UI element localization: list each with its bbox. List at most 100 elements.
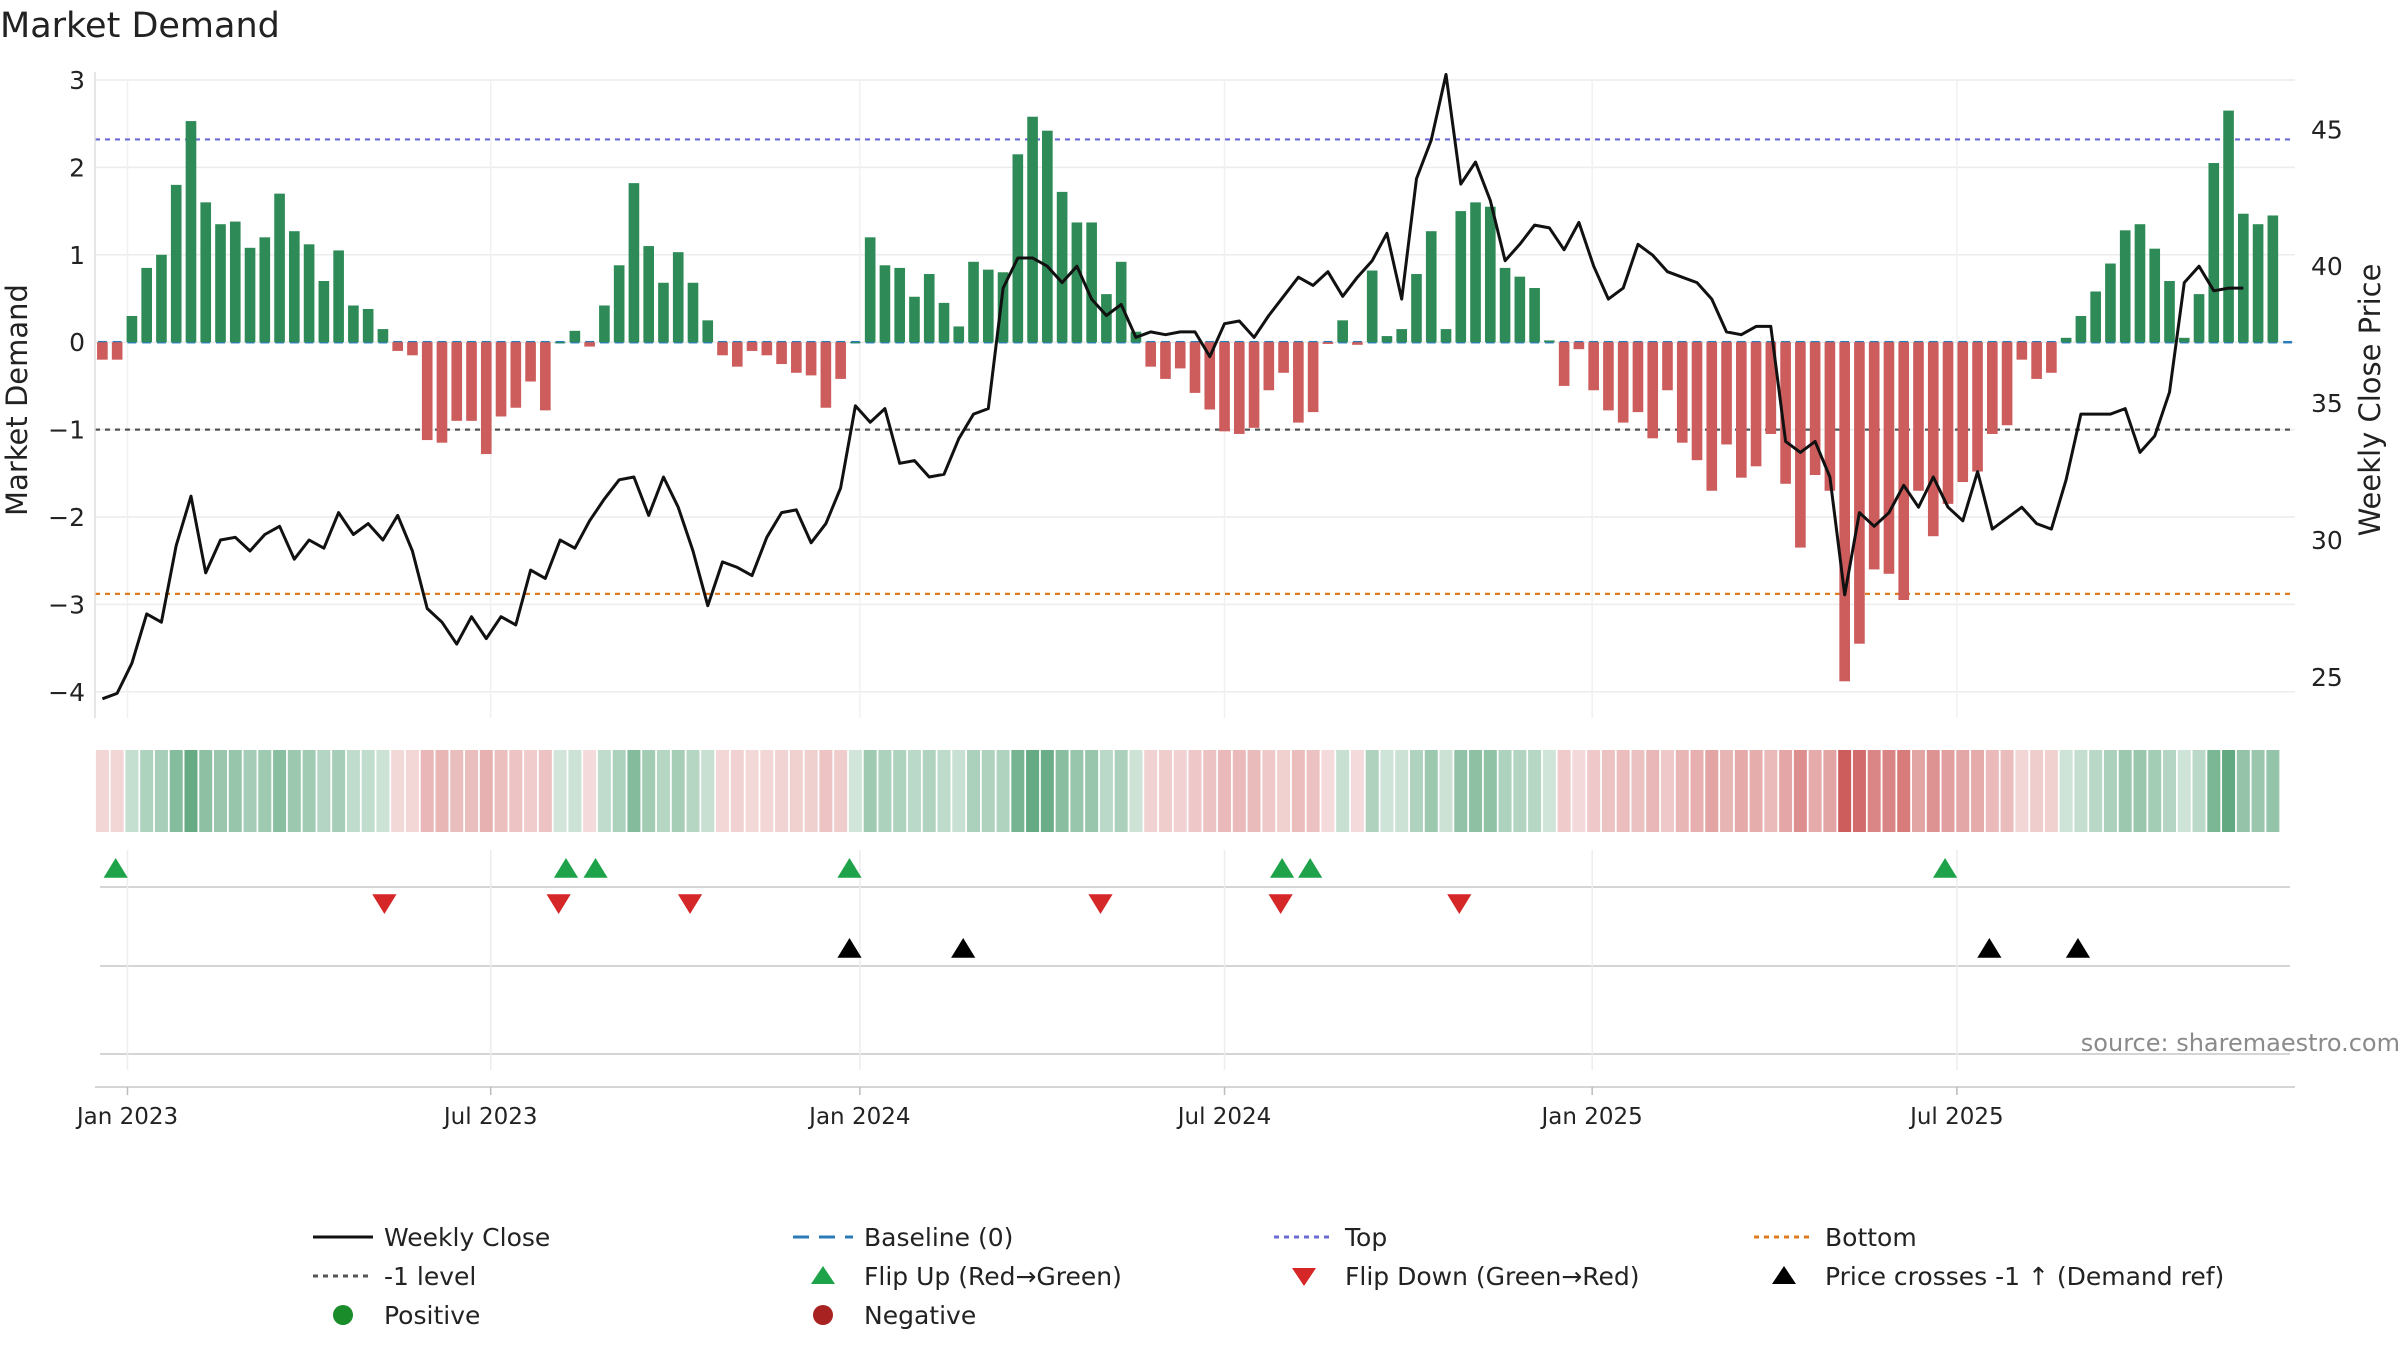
demand-bar [407,342,418,356]
heat-cell [1483,750,1497,832]
demand-bar [1160,342,1171,379]
heat-cell [1823,750,1837,832]
heat-cell [420,750,434,832]
heat-cell [745,750,759,832]
demand-bar [1558,342,1570,386]
heat-cell [1616,750,1630,832]
heat-cell [1793,750,1807,832]
heat-cell [361,750,375,832]
heat-cell [1306,750,1320,832]
demand-bar [525,342,536,382]
heat-cell [1203,750,1217,832]
x-tick-label: Jul 2024 [1176,1104,1272,1130]
demand-bar [1307,342,1319,413]
heat-cell [893,750,907,832]
demand-bar [200,202,212,343]
right-tick-label: 25 [2311,663,2343,692]
demand-bar [1366,270,1378,343]
demand-bar [2223,110,2234,343]
demand-bar [894,267,906,343]
heat-cell [125,750,139,832]
heat-cell [332,750,346,832]
demand-bar [746,342,758,351]
demand-bar [1809,342,1821,476]
demand-bar [2119,230,2131,343]
heat-cell [1956,750,1970,832]
demand-bar [97,342,108,360]
demand-bar [1086,222,1097,343]
demand-bar [2134,224,2146,343]
heat-cell [2000,750,2014,832]
demand-bar [1219,342,1230,432]
heat-cell [863,750,877,832]
heat-cell [2251,750,2265,832]
heat-cell [140,750,154,832]
demand-bar [1617,342,1629,423]
demand-bar [421,342,433,441]
price-cross-marker [2065,938,2091,958]
demand-bar [997,272,1009,343]
heat-cell [701,750,715,832]
demand-bar [1839,342,1850,682]
heat-cell [2015,750,2029,832]
demand-bar [1691,342,1703,461]
heat-cell [465,750,479,832]
heat-cell [154,750,168,832]
heat-cell [1808,750,1822,832]
heat-cell [435,750,449,832]
heat-cell [1439,750,1453,832]
heat-cell [1867,750,1881,832]
heat-cell [937,750,951,832]
demand-bar [156,254,167,343]
legend-label: -1 level [384,1262,476,1291]
heat-cell [1129,750,1143,832]
heat-cell [656,750,670,832]
demand-bar [1381,336,1393,343]
demand-bar [1071,222,1083,343]
heat-cell [391,750,405,832]
heat-cell [405,750,419,832]
demand-bar [879,265,891,343]
demand-bar [658,282,669,343]
demand-bar [1056,191,1068,343]
demand-bar [1721,342,1732,445]
legend-swatch-triangle-down [1292,1268,1316,1286]
heat-cell [1690,750,1704,832]
heat-cell [1188,750,1202,832]
demand-bar [1927,342,1939,537]
heat-cell [878,750,892,832]
demand-bar [1987,342,1998,434]
demand-bar [185,121,197,343]
flip-up-marker [1932,858,1958,878]
demand-bar [2046,342,2057,373]
demand-bar [1529,288,1540,343]
legend-label: Bottom [1825,1223,1917,1252]
heat-cell [1040,750,1054,832]
heat-cell [1262,750,1276,832]
heat-cell [2044,750,2058,832]
left-tick-label: −4 [48,678,85,707]
left-tick-label: −1 [48,416,85,445]
demand-bar [1411,274,1422,343]
demand-bar [2267,215,2279,343]
demand-bar [835,342,846,379]
demand-bar [2090,291,2101,343]
demand-bar [2164,281,2175,343]
flip-down-marker [1088,894,1113,914]
heat-cell [2103,750,2117,832]
left-tick-label: 0 [69,328,85,357]
right-tick-label: 30 [2311,526,2343,555]
heat-cell [1587,750,1601,832]
demand-bar [1499,267,1511,343]
x-tick-label: Jan 2023 [75,1104,178,1130]
heat-cell [627,750,641,832]
demand-bar [1780,342,1791,484]
demand-bar [111,342,123,360]
demand-bar [805,342,817,376]
demand-bar [2060,337,2072,343]
demand-bar [1735,342,1747,478]
heat-cell [686,750,700,832]
legend-label: Flip Up (Red→Green) [864,1262,1122,1291]
demand-bar [702,320,714,343]
